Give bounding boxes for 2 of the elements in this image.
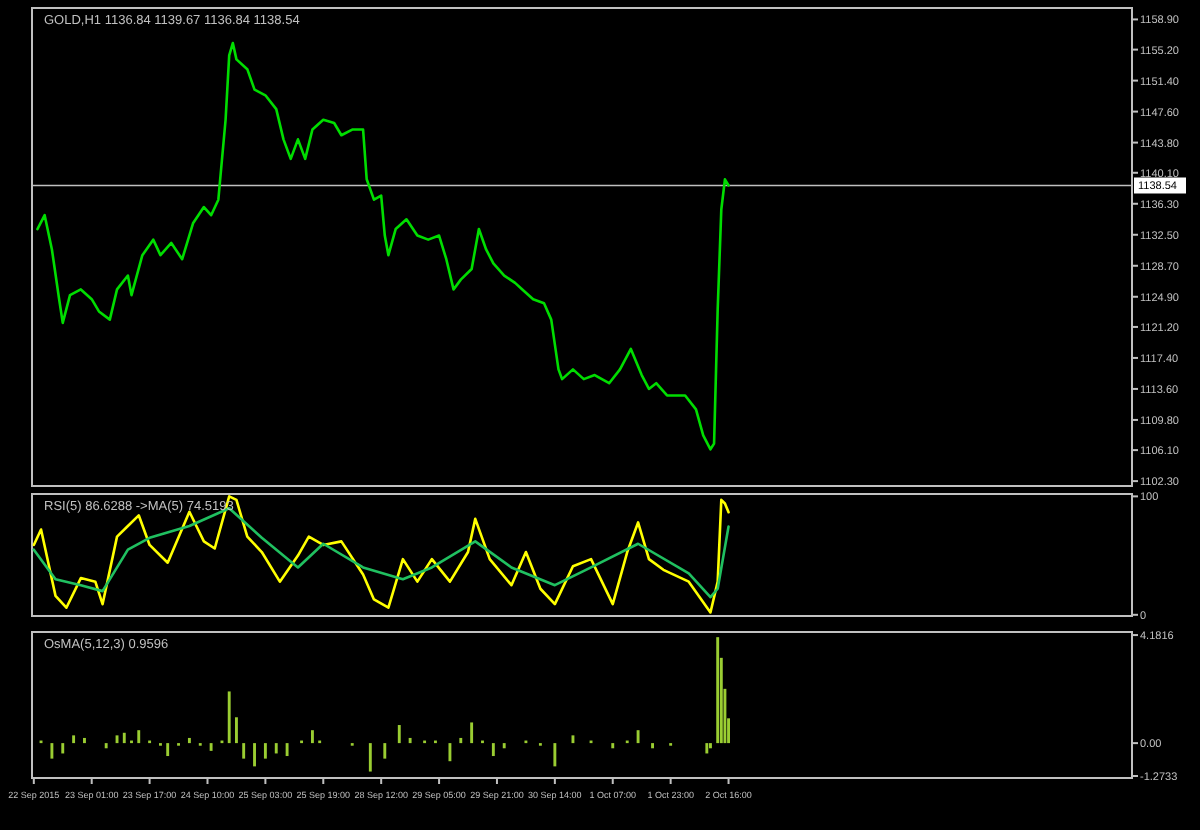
- line-series: [32, 495, 730, 614]
- line-series: [36, 41, 730, 451]
